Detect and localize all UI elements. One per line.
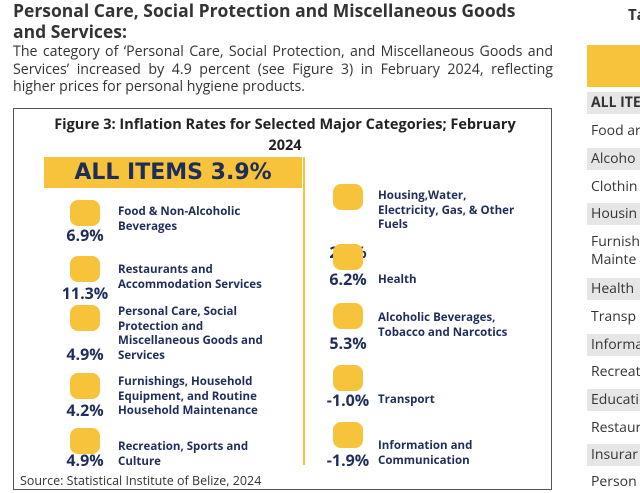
item-label: Personal Care, Social Protection and Mis… <box>118 304 263 363</box>
item-label: Food & Non-Alcoholic Beverages <box>118 204 241 234</box>
icon <box>333 422 363 448</box>
icon <box>333 244 363 270</box>
divider <box>303 157 305 465</box>
table-row: Informa <box>587 334 640 356</box>
item-label: Housing,Water, Electricity, Gas, & Other… <box>378 188 515 232</box>
table-title: Ta <box>628 5 640 25</box>
icon <box>70 373 100 399</box>
table-row: Health <box>587 278 640 300</box>
table-row: Alcoho <box>587 148 640 170</box>
item-value: 6.2% <box>329 268 367 290</box>
section-title: Personal Care, Social Protection and Mis… <box>13 0 516 44</box>
table-row: ALL ITE <box>587 92 640 114</box>
paragraph: The category of ‘Personal Care, Social P… <box>13 42 553 96</box>
item-label: Recreation, Sports and Culture <box>118 439 249 469</box>
icon <box>70 200 100 226</box>
icon <box>333 365 363 391</box>
item-label: Information and Communication <box>378 438 473 468</box>
item-value: 4.2% <box>66 399 104 421</box>
table-row: Furnish Mainte <box>591 232 640 269</box>
item-label: Furnishings, Household Equipment, and Ro… <box>118 374 258 418</box>
source: Source: Statistical Institute of Belize,… <box>20 472 262 489</box>
item-label: Alcoholic Beverages, Tobacco and Narcoti… <box>378 310 508 340</box>
item-value: 11.3% <box>61 282 109 304</box>
table-row: Clothin <box>591 177 638 196</box>
table-header <box>587 45 640 87</box>
table-row: Restaur <box>591 418 640 437</box>
item-value: -1.0% <box>326 389 370 411</box>
icon <box>333 184 363 210</box>
item-label: Transport <box>378 392 435 407</box>
item-value: 4.9% <box>66 449 104 471</box>
icon <box>70 305 100 331</box>
table-row: Housin <box>587 203 640 225</box>
item-value: 5.3% <box>329 332 367 354</box>
figure-title: Figure 3: Inflation Rates for Selected M… <box>54 115 516 155</box>
table-row: Transp <box>591 307 637 326</box>
table-row: Recreat <box>591 362 640 381</box>
icon <box>333 303 363 329</box>
table-row: Person <box>591 472 637 491</box>
icon <box>70 428 100 454</box>
item-value: -1.9% <box>326 449 370 471</box>
table-row: Educati <box>587 389 640 411</box>
icon <box>70 256 100 282</box>
item-label: Health <box>378 272 417 287</box>
table-row: Food ar <box>591 121 640 140</box>
all-items-banner: ALL ITEMS 3.9% <box>44 157 302 188</box>
item-label: Restaurants and Accommodation Services <box>118 262 262 292</box>
page: Personal Care, Social Protection and Mis… <box>13 0 640 491</box>
item-value: 6.9% <box>66 224 104 246</box>
table-row: Insurar <box>587 444 640 466</box>
item-value: 4.9% <box>66 343 104 365</box>
